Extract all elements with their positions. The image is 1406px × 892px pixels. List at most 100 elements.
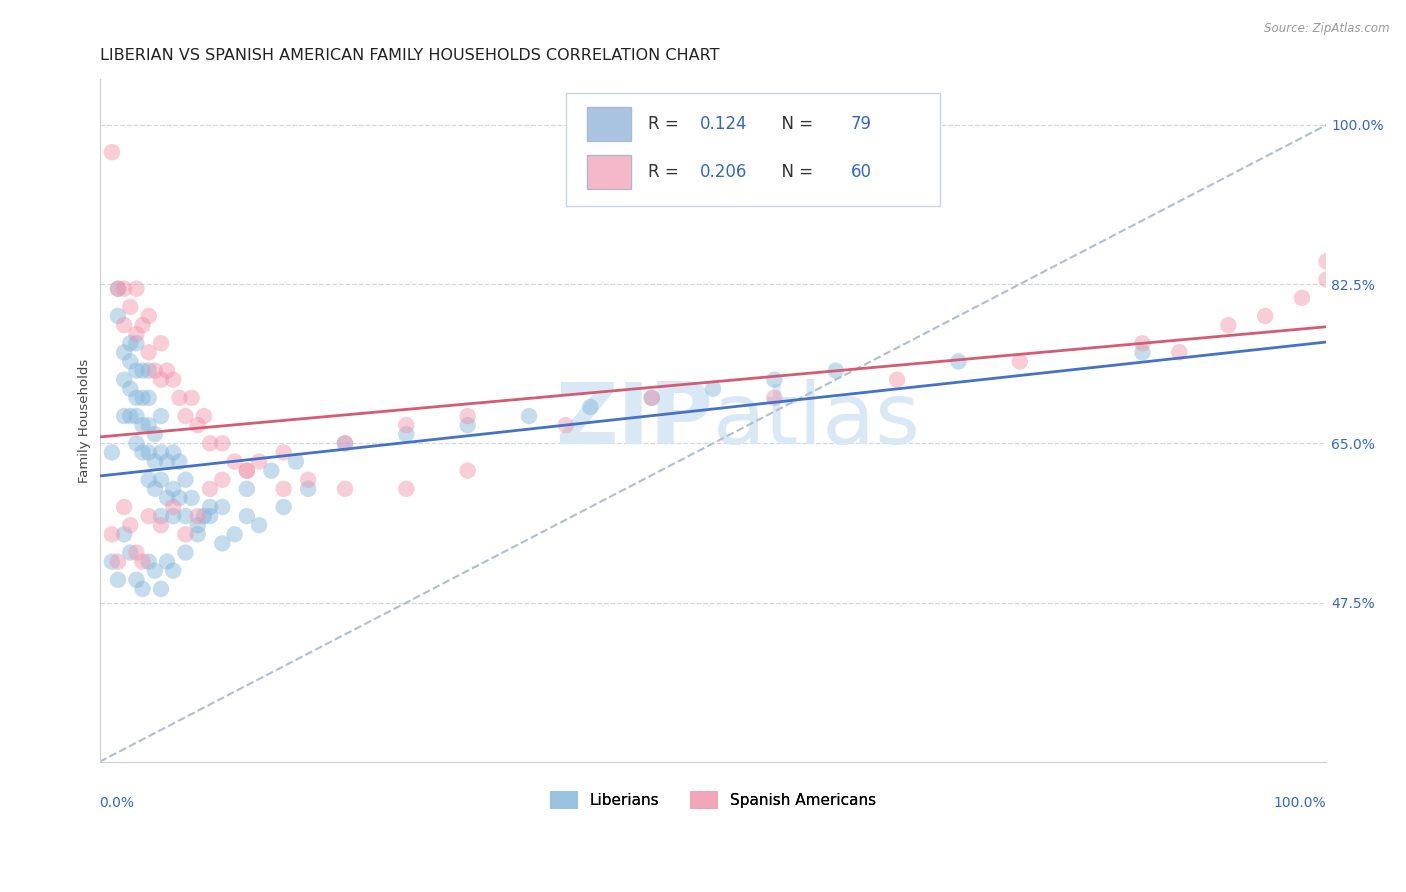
Point xyxy=(143,454,166,468)
Text: Source: ZipAtlas.com: Source: ZipAtlas.com xyxy=(1264,22,1389,36)
FancyBboxPatch shape xyxy=(586,107,631,141)
FancyBboxPatch shape xyxy=(586,154,631,188)
Point xyxy=(1168,345,1191,359)
Point xyxy=(120,336,142,351)
Point xyxy=(1315,272,1337,286)
Point xyxy=(180,491,202,505)
Point xyxy=(125,409,148,423)
Point xyxy=(824,363,846,377)
Point xyxy=(236,464,259,478)
Point xyxy=(101,527,124,541)
Point xyxy=(247,518,270,533)
Point xyxy=(174,527,197,541)
Point xyxy=(395,427,418,442)
Point xyxy=(169,491,191,505)
Point xyxy=(120,354,142,368)
Point xyxy=(112,373,135,387)
Text: ZIP: ZIP xyxy=(555,379,713,462)
Point xyxy=(120,409,142,423)
Text: R =: R = xyxy=(648,162,683,180)
Point xyxy=(138,309,160,323)
Point xyxy=(457,409,479,423)
Point xyxy=(138,509,160,524)
Point xyxy=(101,555,124,569)
Point xyxy=(187,418,209,433)
Point xyxy=(112,527,135,541)
Point xyxy=(211,500,233,514)
Point xyxy=(702,382,724,396)
Point xyxy=(125,436,148,450)
Point xyxy=(236,464,259,478)
Point xyxy=(138,418,160,433)
Point xyxy=(131,582,153,596)
Point xyxy=(125,545,148,559)
Point xyxy=(143,482,166,496)
Point xyxy=(169,454,191,468)
Point xyxy=(273,445,295,459)
Point xyxy=(554,418,576,433)
Point xyxy=(125,573,148,587)
Point xyxy=(149,582,172,596)
Point xyxy=(236,482,259,496)
Point xyxy=(125,327,148,342)
Point xyxy=(143,564,166,578)
Point xyxy=(138,473,160,487)
Point xyxy=(284,454,307,468)
Point xyxy=(395,482,418,496)
Point xyxy=(149,509,172,524)
Legend: Liberians, Spanish Americans: Liberians, Spanish Americans xyxy=(544,785,882,815)
Point xyxy=(131,363,153,377)
Point xyxy=(198,436,221,450)
Text: 100.0%: 100.0% xyxy=(1274,796,1326,810)
Point xyxy=(162,373,184,387)
Point xyxy=(193,409,215,423)
Point xyxy=(143,427,166,442)
Text: 0.124: 0.124 xyxy=(700,115,747,133)
Point xyxy=(198,500,221,514)
Point xyxy=(156,491,179,505)
Point xyxy=(107,573,129,587)
Point xyxy=(149,445,172,459)
Point xyxy=(198,482,221,496)
Point xyxy=(579,400,602,414)
Point xyxy=(149,518,172,533)
Point xyxy=(886,373,908,387)
Point xyxy=(149,409,172,423)
Point xyxy=(333,482,356,496)
Point xyxy=(1132,336,1154,351)
Point xyxy=(169,391,191,405)
Point xyxy=(120,545,142,559)
Point xyxy=(107,282,129,296)
Point xyxy=(143,363,166,377)
Point xyxy=(211,436,233,450)
Point xyxy=(107,282,129,296)
Text: 60: 60 xyxy=(851,162,872,180)
Point xyxy=(273,500,295,514)
Text: 79: 79 xyxy=(851,115,872,133)
Point xyxy=(517,409,540,423)
Point xyxy=(187,518,209,533)
Point xyxy=(112,500,135,514)
Point xyxy=(198,509,221,524)
Point xyxy=(641,391,664,405)
Point xyxy=(156,555,179,569)
Y-axis label: Family Households: Family Households xyxy=(79,359,91,483)
Point xyxy=(125,282,148,296)
Text: 0.206: 0.206 xyxy=(700,162,747,180)
Point xyxy=(1218,318,1240,332)
Text: atlas: atlas xyxy=(713,379,921,462)
Point xyxy=(138,345,160,359)
Point xyxy=(112,345,135,359)
Point xyxy=(107,309,129,323)
Point xyxy=(138,363,160,377)
Point xyxy=(149,373,172,387)
Point xyxy=(162,445,184,459)
Point xyxy=(120,382,142,396)
Point xyxy=(333,436,356,450)
Point xyxy=(187,527,209,541)
Point xyxy=(180,391,202,405)
Text: N =: N = xyxy=(770,162,818,180)
Point xyxy=(247,454,270,468)
Point xyxy=(120,300,142,314)
Text: N =: N = xyxy=(770,115,818,133)
